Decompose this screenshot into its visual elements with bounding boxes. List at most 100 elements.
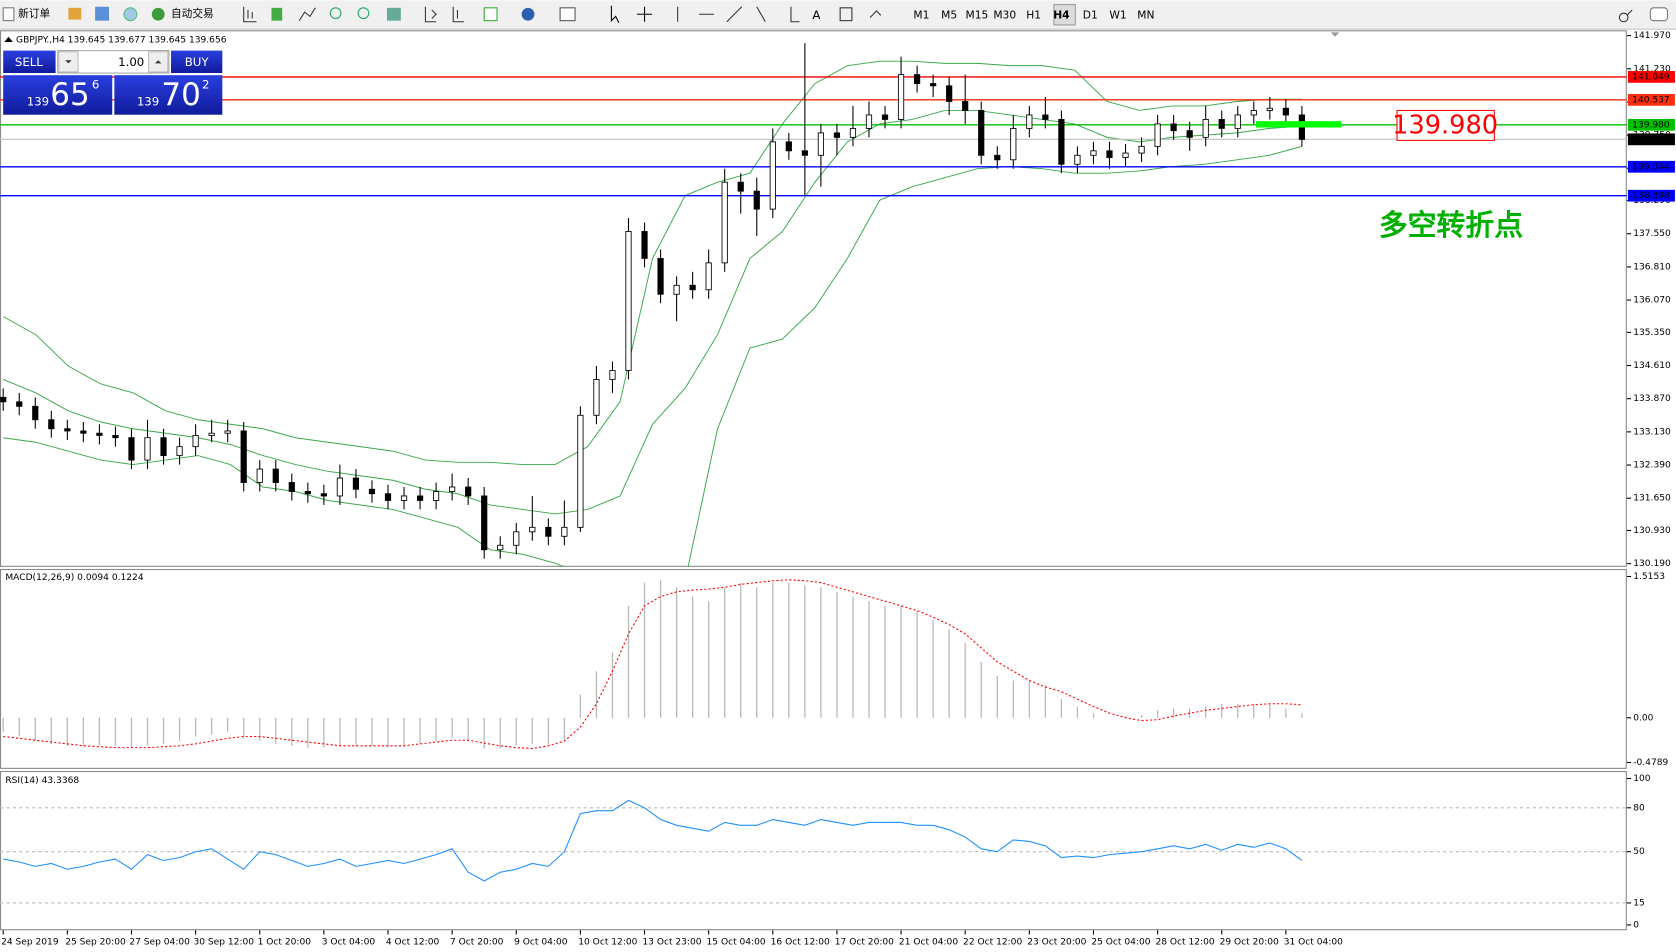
draw-tools[interactable]	[677, 6, 800, 23]
y-tick-label: 0	[1633, 920, 1639, 930]
y-tick-label: 133.130	[1633, 427, 1671, 437]
buy-button[interactable]	[171, 50, 223, 74]
arrow-tool[interactable]	[869, 10, 882, 18]
icon[interactable]	[68, 7, 82, 20]
timeframe-button[interactable]: M1	[913, 8, 929, 21]
icon[interactable]	[298, 7, 316, 21]
main-panel	[0, 30, 1627, 567]
candle-body	[609, 370, 616, 380]
candle-body	[368, 488, 376, 495]
candle-body	[1218, 119, 1225, 129]
candle-body	[465, 486, 472, 497]
new-order-button[interactable]: 新订单	[18, 7, 50, 20]
icon[interactable]	[123, 7, 138, 22]
y-tick-label: 1.5153	[1633, 572, 1665, 582]
timeframe-button[interactable]: MN	[1137, 8, 1154, 21]
candle-body	[978, 110, 985, 156]
current-price-bg	[1627, 133, 1675, 146]
candle-body	[705, 262, 712, 291]
zoom-out[interactable]	[357, 7, 370, 20]
candle-body	[913, 74, 921, 85]
level-label-bg	[1627, 93, 1675, 106]
candle-body	[577, 414, 584, 528]
x-tick-label: 10 Oct 12:00	[578, 938, 637, 948]
candle-body	[1170, 123, 1177, 132]
candle-body	[1026, 114, 1033, 129]
x-tick-label: 28 Oct 12:00	[1155, 938, 1214, 948]
y-tick-label: 100	[1633, 774, 1651, 784]
label-tool[interactable]	[839, 7, 853, 22]
sell-label[interactable]: SELL	[15, 55, 43, 69]
candle-body	[1090, 150, 1097, 156]
candle-body	[449, 486, 456, 492]
timeframe-button[interactable]: H4	[1053, 8, 1069, 21]
lots-input[interactable]	[57, 50, 170, 74]
icon[interactable]	[452, 6, 464, 23]
candle-body	[994, 154, 1001, 161]
candle-body	[1154, 123, 1161, 147]
candle-body	[1058, 119, 1065, 165]
candle-body	[1202, 119, 1209, 138]
timeframes: M1 M5 M15 M30 H1 H4 D1 W1 MN	[913, 8, 1154, 21]
auto-trading-icon[interactable]	[151, 7, 165, 21]
candle-body	[1282, 107, 1289, 116]
collapse-icon[interactable]	[4, 36, 13, 43]
x-tick-label: 21 Oct 04:00	[899, 938, 958, 948]
timeframe-button[interactable]: M15	[966, 8, 989, 21]
candle-body	[561, 526, 568, 537]
text-tool[interactable]: A	[812, 8, 820, 22]
rsi-panel	[0, 771, 1627, 931]
ask-prefix: 139	[137, 94, 159, 108]
sell-button[interactable]	[3, 50, 56, 74]
candle-body	[272, 468, 279, 483]
crosshair-tool[interactable]	[637, 6, 653, 22]
ask-pip: 2	[202, 77, 209, 91]
y-tick-label: 130.930	[1633, 526, 1671, 536]
icon[interactable]	[243, 6, 257, 23]
icon[interactable]	[95, 6, 110, 21]
auto-trading-button[interactable]: 自动交易	[171, 7, 214, 20]
x-tick-label: 13 Oct 23:00	[642, 938, 701, 948]
candle-body	[48, 419, 55, 430]
macd-signal	[3, 579, 1302, 750]
new-order-icon[interactable]	[2, 7, 15, 22]
icon[interactable]	[559, 7, 576, 22]
candle-body	[64, 428, 71, 432]
timeframe-button[interactable]: M30	[993, 8, 1016, 21]
timeframe-button[interactable]: M5	[941, 8, 957, 21]
bollinger-lower	[3, 145, 1303, 567]
buy-label[interactable]: BUY	[185, 55, 210, 69]
candle-body	[833, 132, 841, 138]
candle-body	[208, 432, 215, 436]
candle-body	[192, 435, 199, 448]
icon[interactable]	[271, 7, 283, 21]
icon[interactable]	[483, 7, 498, 22]
candle-body	[112, 435, 119, 439]
x-tick-label: 3 Oct 04:00	[322, 938, 376, 948]
zoom-in[interactable]	[329, 7, 342, 20]
candle-body	[144, 437, 151, 461]
candle-body	[433, 491, 440, 501]
timeframe-button[interactable]: D1	[1083, 8, 1098, 21]
chat-icon[interactable]	[1649, 7, 1668, 22]
timeframe-button[interactable]: W1	[1109, 8, 1126, 21]
candle-body	[336, 477, 344, 497]
bid-box[interactable]	[3, 75, 113, 115]
icon[interactable]	[386, 7, 401, 21]
lots-value[interactable]: 1.00	[118, 55, 144, 69]
timeframe-button[interactable]: H1	[1026, 8, 1041, 21]
ask-box[interactable]	[114, 75, 223, 115]
x-tick-label: 25 Oct 04:00	[1091, 938, 1150, 948]
search-icon[interactable]	[1618, 9, 1633, 23]
candle-body	[881, 114, 889, 120]
ask-big: 70	[161, 77, 200, 113]
cursor-tool[interactable]	[610, 5, 620, 24]
icon[interactable]	[424, 6, 437, 23]
candle-body	[416, 495, 424, 501]
candle-body	[1234, 114, 1241, 129]
icon[interactable]	[521, 7, 535, 21]
annotation-price: 139.980	[1392, 110, 1498, 140]
candle-body	[32, 405, 39, 421]
bollinger-upper	[2, 60, 1302, 466]
candle-body	[737, 181, 744, 192]
